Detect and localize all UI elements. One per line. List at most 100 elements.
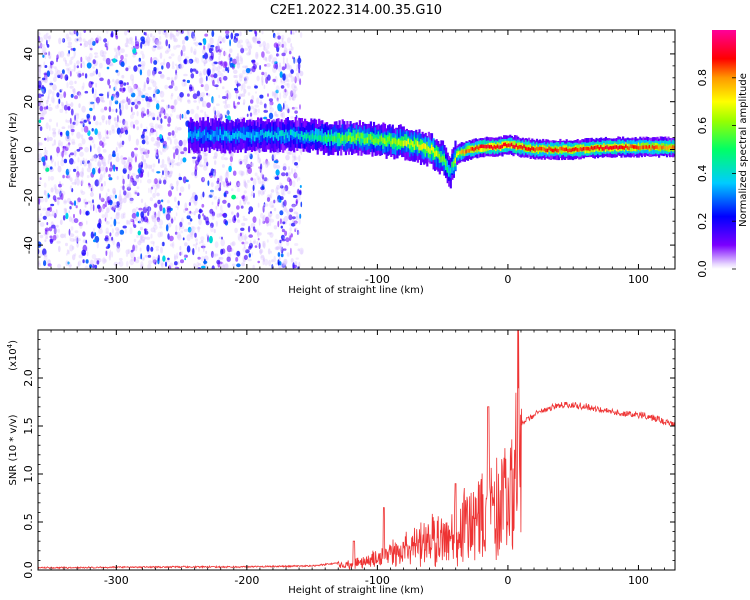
noise-speckle: [267, 74, 271, 81]
noise-speckle: [165, 145, 169, 150]
noise-speckle: [125, 253, 129, 257]
noise-speckle: [273, 35, 277, 40]
ridge-cell: [368, 134, 371, 146]
noise-speckle: [259, 101, 263, 106]
noise-speckle: [278, 265, 281, 269]
noise-speckle: [39, 36, 44, 43]
noise-speckle: [300, 249, 303, 255]
noise-speckle: [275, 213, 280, 220]
ridge-cell: [260, 130, 263, 142]
noise-speckle: [39, 105, 44, 112]
noise-speckle: [231, 263, 236, 267]
noise-speckle: [252, 36, 256, 43]
noise-speckle: [70, 128, 75, 133]
noise-speckle: [140, 123, 143, 129]
noise-speckle: [107, 238, 111, 243]
ridge-cell: [285, 129, 288, 136]
noise-speckle: [92, 264, 95, 269]
noise-speckle: [187, 221, 192, 225]
noise-speckle: [279, 239, 282, 244]
noise-speckle: [274, 111, 277, 117]
noise-speckle: [279, 210, 284, 216]
ridge-cell: [565, 147, 568, 151]
noise-speckle: [199, 97, 203, 102]
noise-speckle: [47, 135, 50, 142]
noise-speckle: [205, 58, 208, 64]
noise-speckle: [218, 35, 223, 42]
noise-speckle: [113, 47, 117, 51]
ridge-cell: [664, 146, 667, 150]
noise-speckle: [227, 66, 230, 74]
noise-speckle: [121, 140, 125, 145]
noise-speckle: [293, 169, 297, 174]
noise-speckle: [127, 99, 132, 105]
noise-speckle: [169, 183, 174, 190]
noise-speckle: [98, 159, 100, 166]
noise-speckle: [230, 248, 234, 252]
noise-speckle: [95, 96, 101, 104]
noise-speckle: [99, 122, 102, 126]
noise-speckle: [77, 261, 80, 268]
ridge-cell: [570, 148, 573, 153]
noise-speckle: [256, 97, 260, 105]
noise-speckle: [174, 216, 176, 221]
ridge-cell: [333, 135, 336, 142]
noise-speckle: [157, 182, 160, 189]
noise-speckle: [199, 164, 204, 168]
noise-speckle: [71, 245, 75, 250]
ridge-cell: [271, 131, 274, 137]
ridge-cell: [495, 145, 498, 150]
noise-speckle: [195, 70, 199, 74]
noise-speckle: [291, 30, 295, 35]
ridge-cell: [413, 136, 416, 149]
noise-speckle: [140, 261, 144, 269]
noise-speckle: [99, 196, 104, 200]
noise-speckle: [63, 91, 67, 98]
ridge-cell: [279, 130, 282, 137]
noise-speckle: [183, 116, 188, 119]
snr-frame: [37, 329, 676, 571]
noise-speckle: [65, 134, 70, 142]
snr-y-axis-label: SNR (10 * v/v): [8, 414, 19, 485]
noise-speckle: [69, 262, 72, 269]
noise-speckle: [73, 161, 76, 164]
noise-speckle: [249, 105, 255, 110]
noise-speckle: [116, 141, 119, 146]
ridge-cell: [633, 145, 636, 149]
ridge-cell: [532, 147, 535, 151]
noise-speckle: [70, 56, 74, 61]
noise-speckle: [131, 208, 137, 214]
noise-speckle: [203, 62, 206, 67]
noise-speckle: [244, 181, 247, 188]
noise-speckle: [61, 69, 65, 75]
noise-speckle: [263, 116, 268, 120]
noise-speckle: [277, 99, 279, 103]
noise-speckle: [179, 31, 183, 35]
ridge-cell: [405, 140, 408, 147]
noise-speckle: [160, 73, 165, 78]
noise-speckle: [298, 68, 301, 74]
noise-speckle: [71, 124, 74, 130]
noise-speckle: [290, 247, 292, 255]
noise-speckle: [255, 62, 259, 66]
noise-speckle: [223, 104, 228, 109]
noise-speckle: [239, 56, 243, 62]
noise-speckle: [155, 213, 158, 219]
noise-speckle: [150, 136, 155, 142]
noise-speckle: [126, 186, 132, 191]
noise-speckle: [38, 204, 42, 212]
noise-speckle: [157, 42, 159, 49]
noise-speckle: [211, 265, 215, 269]
noise-speckle: [81, 172, 84, 179]
noise-speckle: [212, 68, 215, 76]
noise-speckle: [174, 85, 178, 92]
noise-speckle: [161, 158, 165, 166]
noise-speckle: [167, 132, 172, 136]
ridge-cell: [382, 137, 385, 144]
noise-speckle: [70, 237, 75, 242]
noise-speckle: [63, 208, 68, 215]
noise-speckle: [95, 37, 99, 44]
noise-speckle: [160, 118, 163, 124]
noise-speckle: [288, 50, 292, 55]
